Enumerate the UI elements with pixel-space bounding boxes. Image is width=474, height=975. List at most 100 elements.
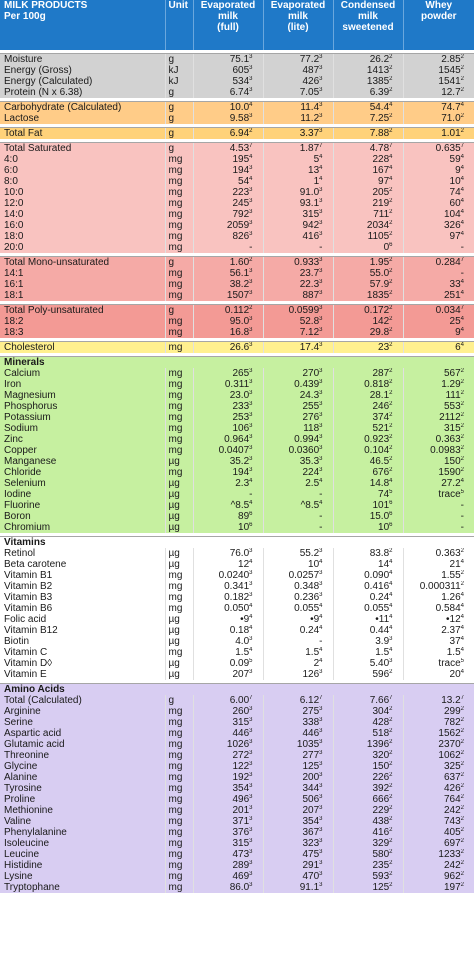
- cell-value: 7.66: [369, 695, 390, 706]
- cell-footnote: 2: [389, 860, 393, 866]
- row-label-aspartic-acid: Aspartic acid: [4, 728, 62, 739]
- row-unit: mg: [164, 717, 193, 728]
- row-unit: mg: [164, 838, 193, 849]
- cell-whey-powder: 0.5844: [402, 603, 474, 614]
- cell-value: 2: [313, 658, 320, 669]
- cell-whey-powder: 13.27: [402, 695, 474, 706]
- cell-footnote: 3: [249, 456, 253, 462]
- cell-value: 0.964: [224, 434, 250, 445]
- cell-whey-powder: 104: [402, 176, 474, 187]
- cell-value: 77.2: [299, 54, 320, 65]
- cell-whey-powder: 0.3632: [402, 434, 474, 445]
- cell-footnote: 6: [389, 242, 393, 248]
- cell-whey-powder: 5672: [402, 368, 474, 379]
- cell-value: 0.923: [364, 434, 390, 445]
- row-label-20-0: 20:0: [4, 242, 24, 253]
- cell-value: 0.0983: [430, 445, 461, 456]
- table-row: Potassium mg 2533 2763 3742 21122: [0, 412, 474, 423]
- cell-evaporated-full: 2723: [192, 750, 263, 761]
- cell-evaporated-full: 0.02403: [192, 570, 263, 581]
- row-unit: mg: [164, 412, 193, 423]
- row-unit: mg: [164, 268, 193, 279]
- cell-footnote: 2: [249, 128, 253, 134]
- cell-value: 192: [232, 772, 250, 783]
- cell-condensed-sweetened: 57.92: [332, 279, 403, 290]
- row-label-18-0: 18:0: [4, 231, 24, 242]
- cell-value: 826: [232, 231, 250, 242]
- cell-value: 315: [302, 209, 320, 220]
- cell-footnote: 3: [319, 102, 323, 108]
- cell-value: 344: [302, 783, 320, 794]
- cell-evaporated-lite: 104: [262, 559, 333, 570]
- cell-footnote: 2: [460, 706, 464, 712]
- cell-footnote: 2: [389, 290, 393, 296]
- cell-value: 104: [443, 209, 461, 220]
- cell-evaporated-lite: 2763: [262, 412, 333, 423]
- row-unit: mg: [164, 165, 193, 176]
- table-row: 8:0 mg 544 14 974 104: [0, 176, 474, 187]
- row-label-valine: Valine: [4, 816, 32, 827]
- cell-footnote: 2: [460, 728, 464, 734]
- cell-evaporated-full: 3713: [192, 816, 263, 827]
- cell-footnote: 3: [319, 65, 323, 71]
- cell-footnote: 3: [319, 570, 323, 576]
- cell-value: 5.40: [369, 658, 390, 669]
- cell-value: 126: [302, 669, 320, 680]
- cell-condensed-sweetened: 0.0904: [332, 570, 403, 581]
- cell-evaporated-full: 9.583: [192, 113, 263, 124]
- cell-footnote: 2: [389, 548, 393, 554]
- table-row: Carbohydrate (Calculated) g 10.04 11.43 54.4…: [0, 101, 474, 113]
- cell-evaporated-lite: 0.2363: [262, 592, 333, 603]
- table-row: Manganese µg 35.23 35.33 46.52 1502: [0, 456, 474, 467]
- cell-condensed-sweetened: 83.82: [332, 548, 403, 559]
- cell-value: 167: [372, 165, 390, 176]
- cell-value: trace: [438, 658, 461, 669]
- cell-footnote: 2: [460, 113, 464, 119]
- cell-value: 7.88: [369, 128, 390, 139]
- cell-footnote: 3: [319, 882, 323, 888]
- cell-evaporated-full: 2533: [192, 412, 263, 423]
- cell-evaporated-full: 1923: [192, 772, 263, 783]
- cell-evaporated-full: 23.03: [192, 390, 263, 401]
- cell-footnote: 3: [249, 706, 253, 712]
- cell-footnote: 3: [249, 827, 253, 833]
- cell-footnote: 7: [460, 695, 464, 701]
- cell-whey-powder: 10622: [402, 750, 474, 761]
- cell-footnote: 4: [319, 154, 323, 160]
- cell-value: -: [319, 242, 323, 253]
- cell-footnote: 3: [319, 434, 323, 440]
- cell-footnote: 3: [319, 871, 323, 877]
- cell-footnote: 4: [460, 647, 464, 653]
- column-header-evaporated-lite: Evaporated milk (lite): [262, 0, 333, 50]
- row-label-vitamin-b3: Vitamin B3: [4, 592, 53, 603]
- cell-value: 0.818: [364, 379, 390, 390]
- cell-footnote: 4: [460, 231, 464, 237]
- cell-footnote: 2: [460, 581, 464, 587]
- cell-evaporated-full: 2653: [192, 368, 263, 379]
- cell-value: 52.8: [299, 316, 320, 327]
- cell-whey-powder: 3252: [402, 761, 474, 772]
- cell-footnote: 2: [389, 882, 393, 888]
- table-row: Vitamin B2 mg 0.3413 0.3483 0.4164 0.0003112: [0, 581, 474, 592]
- cell-value: 38.2: [229, 279, 250, 290]
- row-label-selenium: Selenium: [4, 478, 46, 489]
- cell-value: 16.8: [229, 327, 250, 338]
- cell-value: 23.7: [299, 268, 320, 279]
- cell-footnote: 4: [249, 154, 253, 160]
- cell-footnote: 2: [249, 305, 253, 311]
- row-label-iodine: Iodine: [4, 489, 32, 500]
- cell-footnote: 6: [389, 522, 393, 528]
- row-unit: mg: [164, 198, 193, 209]
- cell-value: 233: [232, 401, 250, 412]
- row-label-6-0: 6:0: [4, 165, 18, 176]
- cell-footnote: 3: [319, 316, 323, 322]
- cell-value: 245: [232, 198, 250, 209]
- cell-value: 5: [313, 154, 320, 165]
- cell-whey-powder: 1.54: [402, 647, 474, 658]
- cell-evaporated-full: 0.3113: [192, 379, 263, 390]
- cell-value: 71.0: [441, 113, 461, 124]
- table-row: Lactose g 9.583 11.23 7.252 71.02: [0, 113, 474, 124]
- cell-value: 10: [238, 522, 250, 533]
- cell-footnote: 4: [460, 165, 464, 171]
- table-row: Selenium µg 2.34 2.54 14.84 27.24: [0, 478, 474, 489]
